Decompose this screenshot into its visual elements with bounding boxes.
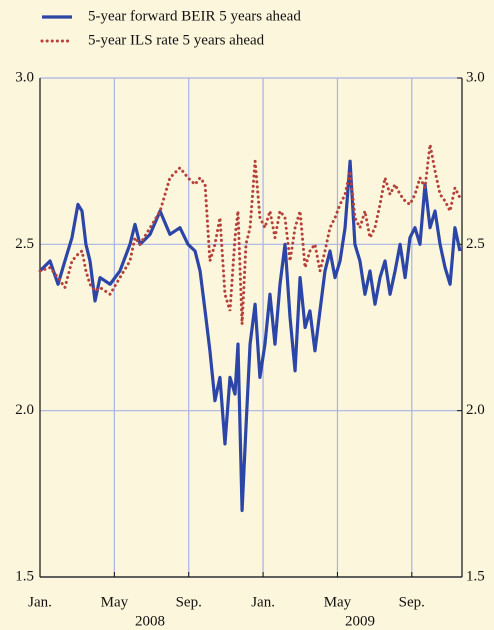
legend-label: 5-year forward BEIR 5 years ahead [88, 8, 301, 24]
y-tick-label: 2.5 [15, 236, 34, 252]
x-tick-label: Sep. [399, 594, 425, 610]
y2-tick-label: 2.0 [466, 402, 485, 418]
y-tick-label: 1.5 [15, 568, 34, 584]
x-tick-label: May [101, 594, 129, 610]
y2-tick-label: 3.0 [466, 69, 485, 85]
x-tick-label: May [324, 594, 352, 610]
y2-tick-label: 2.5 [466, 236, 485, 252]
x-tick-label: Jan. [28, 594, 52, 610]
series-line [38, 159, 462, 513]
x-tick-label: Sep. [176, 594, 202, 610]
y-tick-label: 3.0 [15, 69, 34, 85]
legend-label: 5-year ILS rate 5 years ahead [88, 32, 265, 48]
x-group-label: 2008 [135, 613, 165, 629]
y2-tick-label: 1.5 [466, 568, 485, 584]
y-tick-label: 2.0 [15, 402, 34, 418]
series-line [38, 144, 462, 325]
x-group-label: 2009 [345, 613, 375, 629]
x-tick-label: Jan. [251, 594, 275, 610]
